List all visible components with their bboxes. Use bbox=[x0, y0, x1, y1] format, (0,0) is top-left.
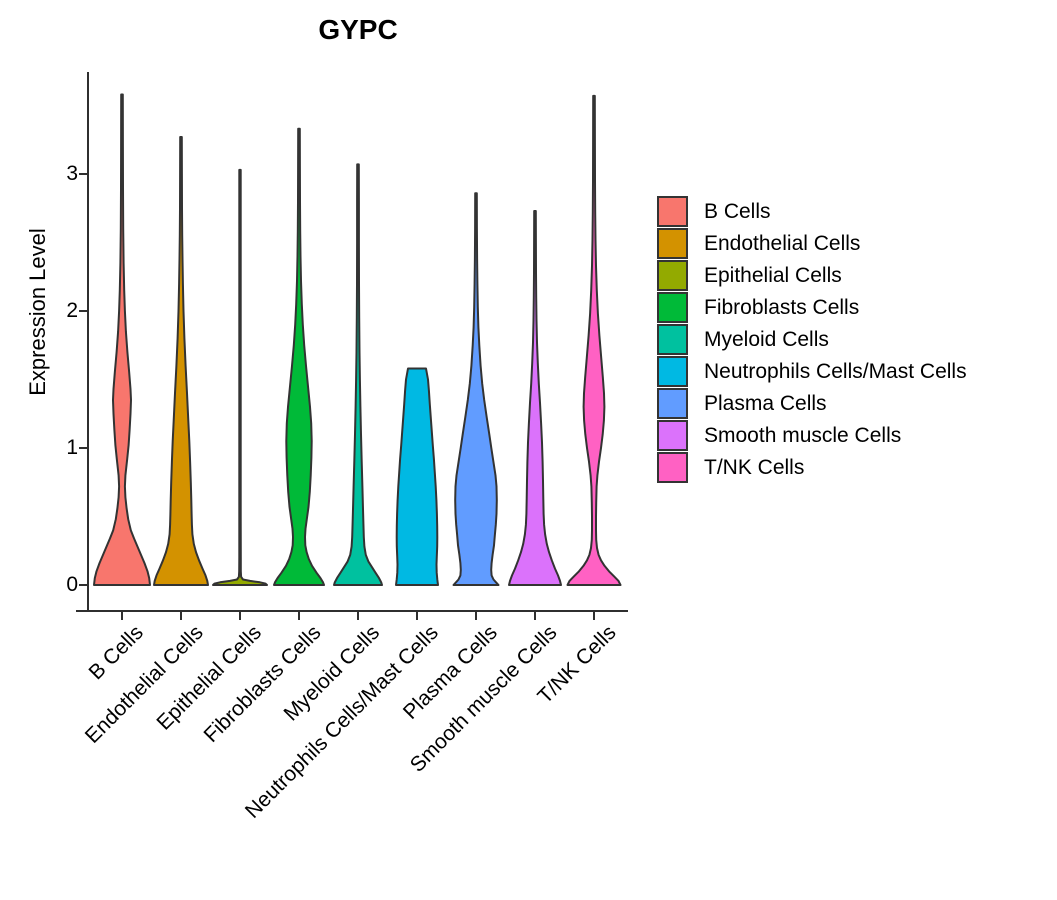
legend-label: B Cells bbox=[704, 200, 771, 223]
violin-6 bbox=[452, 192, 500, 586]
legend-item: Endothelial Cells bbox=[657, 228, 967, 259]
legend-label: Epithelial Cells bbox=[704, 264, 842, 287]
legend: B Cells Endothelial Cells Epithelial Cells… bbox=[657, 196, 967, 484]
legend-swatch bbox=[657, 324, 688, 355]
legend-label: Fibroblasts Cells bbox=[704, 296, 860, 319]
legend-item: Fibroblasts Cells bbox=[657, 292, 967, 323]
plot-title: GYPC bbox=[318, 14, 398, 45]
legend-swatch bbox=[657, 292, 688, 323]
legend-label: Plasma Cells bbox=[704, 392, 827, 415]
legend-label: Neutrophils Cells/Mast Cells bbox=[704, 360, 967, 383]
legend-item: B Cells bbox=[657, 196, 967, 227]
legend-item: Smooth muscle Cells bbox=[657, 420, 967, 451]
legend-item: Neutrophils Cells/Mast Cells bbox=[657, 356, 967, 387]
violin-7 bbox=[508, 210, 562, 586]
legend-label: Myeloid Cells bbox=[704, 328, 829, 351]
legend-swatch bbox=[657, 228, 688, 259]
legend-label: Smooth muscle Cells bbox=[704, 424, 902, 447]
y-tick-label: 3 bbox=[66, 162, 78, 185]
legend-item: Myeloid Cells bbox=[657, 324, 967, 355]
legend-swatch bbox=[657, 420, 688, 451]
violin-4 bbox=[333, 163, 383, 586]
violin-3 bbox=[273, 127, 325, 586]
legend-item: Plasma Cells bbox=[657, 388, 967, 419]
violin-2 bbox=[212, 168, 268, 586]
legend-swatch bbox=[657, 452, 688, 483]
y-tick-label: 2 bbox=[66, 299, 78, 322]
legend-swatch bbox=[657, 196, 688, 227]
legend-swatch bbox=[657, 388, 688, 419]
legend-item: T/NK Cells bbox=[657, 452, 967, 483]
violin-0 bbox=[93, 93, 151, 586]
legend-item: Epithelial Cells bbox=[657, 260, 967, 291]
legend-label: T/NK Cells bbox=[704, 456, 805, 479]
legend-label: Endothelial Cells bbox=[704, 232, 861, 255]
violin-8 bbox=[566, 94, 622, 586]
violin-1 bbox=[153, 136, 209, 586]
y-tick-label: 1 bbox=[66, 436, 78, 459]
y-tick-label: 0 bbox=[66, 573, 78, 596]
legend-swatch bbox=[657, 356, 688, 387]
legend-swatch bbox=[657, 260, 688, 291]
violin-5 bbox=[395, 367, 439, 586]
